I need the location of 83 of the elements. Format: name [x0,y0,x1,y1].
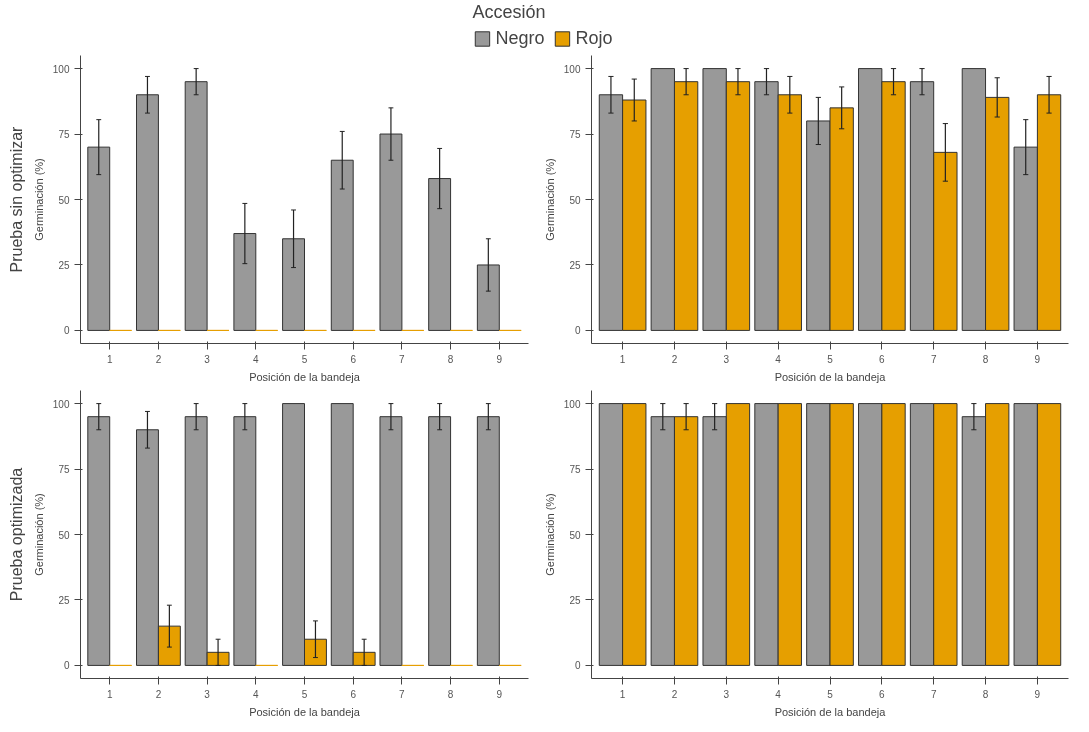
y-tick-label: 50 [58,194,70,206]
legend-label: Negro [495,27,545,49]
x-tick-label: 4 [253,688,260,700]
bar [428,416,452,666]
y-axis-title: Germinación (%) [543,158,556,241]
y-tick-label: 0 [574,325,581,337]
y-tick-label: 100 [52,398,70,410]
x-tick-label: 4 [775,353,782,365]
y-tick-label: 75 [58,129,70,141]
bar [476,264,500,331]
bar [282,238,305,331]
x-tick-label: 8 [982,353,989,365]
x-tick-label: 8 [447,353,454,365]
x-tick-label: 1 [619,688,626,700]
x-tick-label: 7 [399,688,406,700]
y-axis-title: Germinación (%) [32,493,45,576]
y-tick-label: 100 [52,63,70,75]
y-tick-label: 25 [58,594,70,606]
bar [87,416,111,666]
x-tick-label: 5 [827,353,834,365]
x-axis-title: Posición de la bandeja [249,370,361,383]
x-tick-label: 5 [301,353,308,365]
bar [87,146,111,331]
x-tick-label: 2 [155,688,162,700]
x-tick-label: 1 [619,353,626,365]
bar [379,416,403,666]
x-tick-label: 3 [723,353,730,365]
x-tick-label: 6 [879,688,886,700]
y-tick-label: 50 [569,194,581,206]
x-tick-label: 9 [1034,688,1041,700]
x-tick-label: 2 [155,353,162,365]
x-tick-label: 3 [204,353,211,365]
x-tick-label: 9 [496,688,503,700]
text: Prueba optimizada [7,467,25,602]
x-tick-label: 9 [1034,353,1041,365]
x-tick-label: 1 [106,353,113,365]
x-tick-label: 7 [399,353,406,365]
x-tick-label: 6 [350,688,357,700]
x-tick-label: 9 [496,353,503,365]
x-tick-label: 7 [930,353,937,365]
y-tick-label: 100 [563,63,581,75]
x-tick-label: 4 [253,353,260,365]
y-tick-label: 25 [569,259,581,271]
y-axis-title: Germinación (%) [543,493,556,576]
y-tick-label: 75 [569,464,581,476]
x-tick-label: 5 [301,688,308,700]
legend-title: Accesión [472,1,547,23]
x-tick-label: 2 [671,688,678,700]
legend-label: Rojo [575,27,613,49]
x-tick-label: 8 [447,688,454,700]
x-tick-label: 2 [671,353,678,365]
x-tick-label: 4 [775,688,782,700]
x-tick-label: 3 [204,688,211,700]
y-tick-label: 0 [63,325,70,337]
x-tick-label: 1 [106,688,113,700]
x-tick-label: 3 [723,688,730,700]
x-tick-label: 7 [930,688,937,700]
y-tick-label: 25 [569,594,581,606]
y-tick-label: 50 [569,529,581,541]
bar [184,81,208,331]
y-tick-label: 75 [58,464,70,476]
x-tick-label: 8 [982,688,989,700]
bar [476,416,500,666]
bar [379,133,403,331]
y-tick-label: 100 [563,398,581,410]
y-tick-label: 0 [574,660,581,672]
y-tick-label: 25 [58,259,70,271]
x-axis-title: Posición de la bandeja [249,705,361,718]
y-axis-title: Germinación (%) [32,158,45,241]
x-tick-label: 5 [827,688,834,700]
bar [136,94,159,331]
x-tick-label: 6 [879,353,886,365]
x-axis-title: Posición de la bandeja [774,705,887,718]
text: Prueba sin optimizar [7,125,25,273]
bar [428,178,452,331]
bar [233,233,257,331]
x-tick-label: 6 [350,353,357,365]
y-tick-label: 0 [63,660,70,672]
bar [330,159,354,331]
x-axis-title: Posición de la bandeja [774,370,887,383]
bar [233,416,257,666]
y-tick-label: 50 [58,529,70,541]
y-tick-label: 75 [569,129,581,141]
